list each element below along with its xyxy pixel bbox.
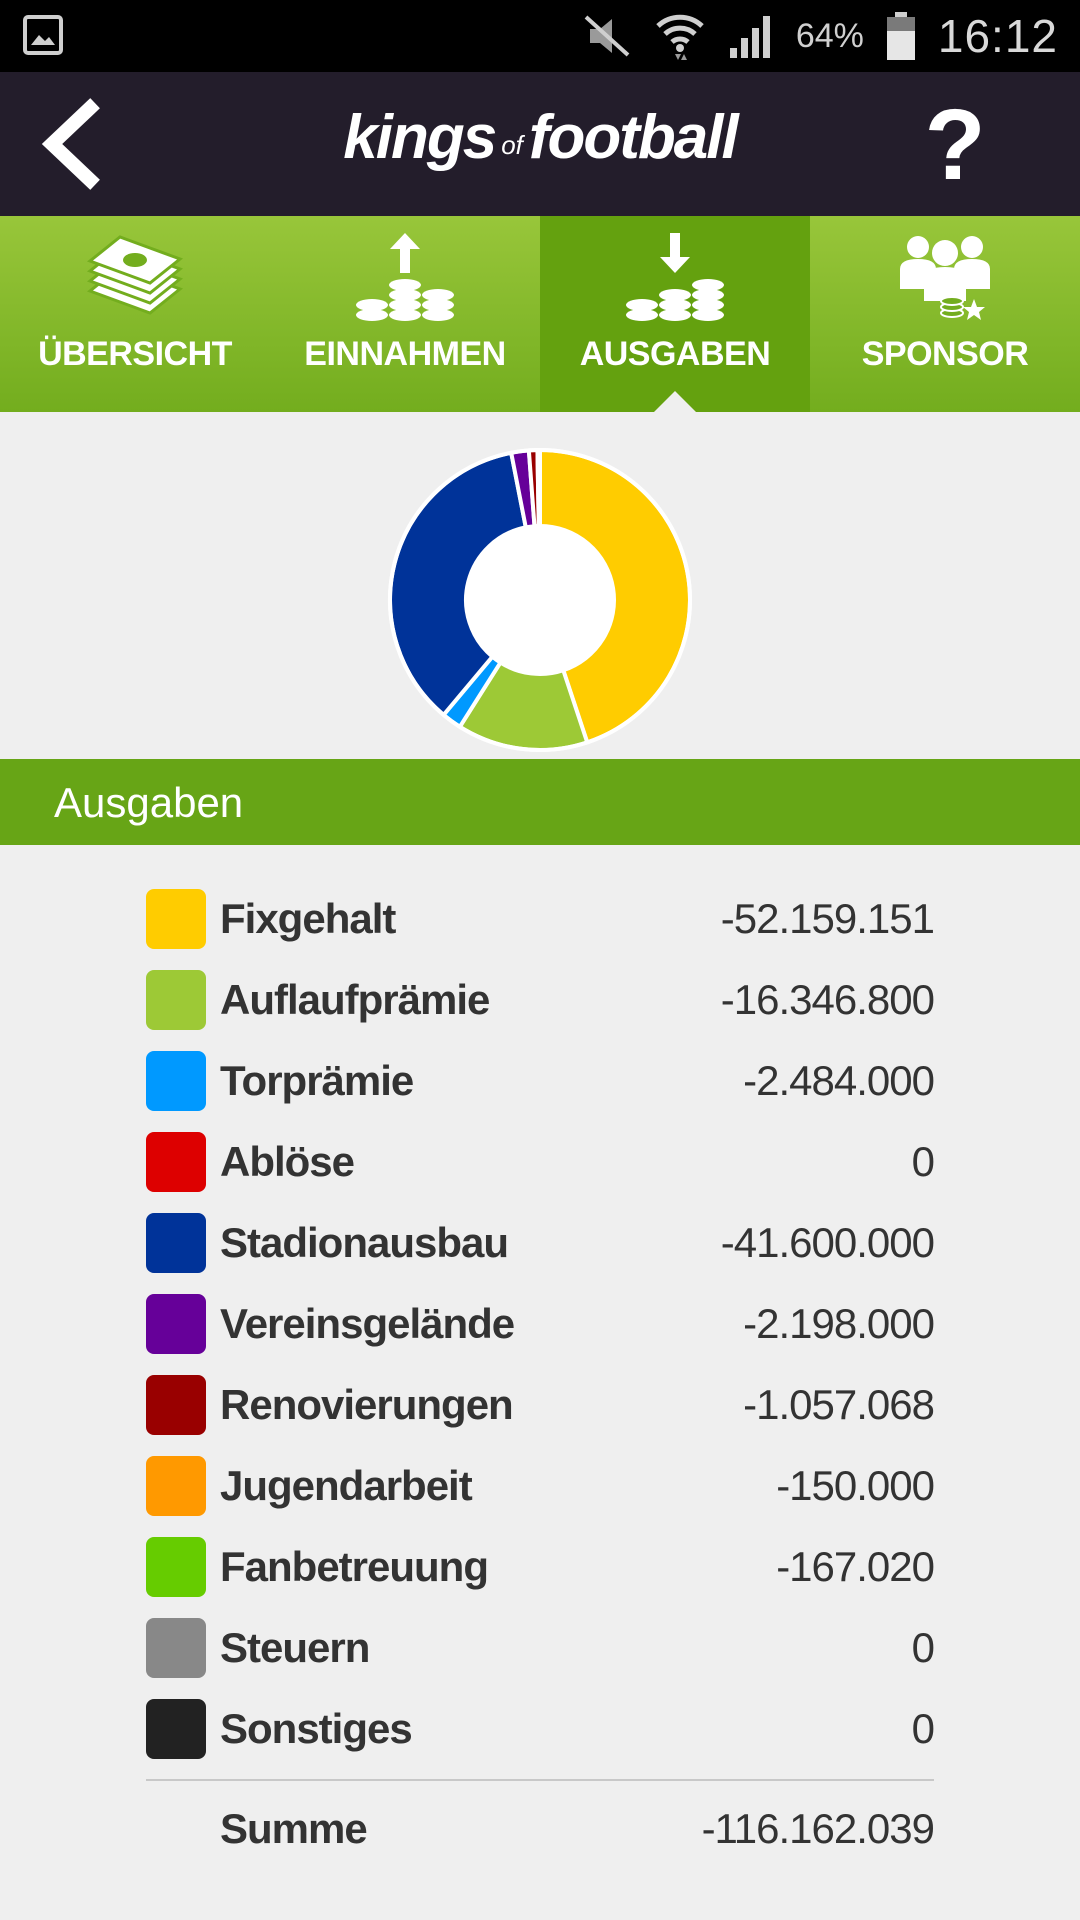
- list-item: Renovierungen -1.057.068: [146, 1369, 935, 1450]
- color-swatch: [146, 1051, 206, 1111]
- sum-label: Summe: [220, 1805, 368, 1852]
- row-label: Vereinsgelände: [220, 1300, 515, 1347]
- money-stack-icon: [86, 235, 184, 315]
- color-swatch: [146, 1294, 206, 1354]
- sponsor-group-icon: [900, 236, 990, 320]
- list-item: Auflaufprämie -16.346.800: [146, 964, 935, 1045]
- tab-label: SPONSOR: [861, 335, 1029, 373]
- list-item: Fanbetreuung -167.020: [146, 1531, 935, 1612]
- logo-kings: kings: [343, 103, 497, 172]
- sum-value: -116.162.039: [701, 1805, 935, 1852]
- coins-down-icon: [626, 233, 724, 321]
- tab-bar: ÜBERSICHT EINNAHMEN AUSGABEN: [0, 216, 1080, 413]
- row-label: Jugendarbeit: [220, 1462, 473, 1509]
- list-item: Jugendarbeit -150.000: [146, 1450, 935, 1531]
- donut-slice-fanbetreuung: [536, 447, 542, 529]
- row-value: -2.198.000: [743, 1300, 935, 1347]
- row-label: Torprämie: [220, 1057, 414, 1104]
- sum-divider: [146, 1779, 934, 1781]
- row-label: Sonstiges: [220, 1705, 413, 1752]
- tab-label: ÜBERSICHT: [38, 335, 232, 373]
- row-value: -167.020: [776, 1543, 935, 1590]
- donut-hole: [464, 524, 616, 676]
- battery-icon: [886, 12, 915, 60]
- signal-icon: [729, 16, 770, 58]
- row-value: -16.346.800: [720, 976, 935, 1023]
- clock: 16:12: [937, 10, 1058, 62]
- row-label: Renovierungen: [220, 1381, 514, 1428]
- logo-football: football: [528, 103, 739, 172]
- battery-percent: 64%: [795, 16, 864, 55]
- color-swatch: [146, 1456, 206, 1516]
- tab-einnahmen[interactable]: EINNAHMEN: [270, 216, 540, 412]
- gallery-icon: [23, 15, 63, 55]
- help-button[interactable]: ?: [924, 89, 986, 201]
- tab-label: AUSGABEN: [579, 335, 771, 373]
- logo-of: of: [501, 130, 523, 160]
- row-label: Fanbetreuung: [220, 1543, 489, 1590]
- row-value: 0: [911, 1705, 935, 1752]
- tab-label: EINNAHMEN: [304, 335, 506, 373]
- list-item: Steuern 0: [146, 1612, 935, 1693]
- row-value: 0: [911, 1138, 935, 1185]
- color-swatch: [146, 1618, 206, 1678]
- expense-list: Fixgehalt -52.159.151 Auflaufprämie -16.34…: [146, 883, 935, 1774]
- color-swatch: [146, 970, 206, 1030]
- status-bar: 64% 16:12: [0, 0, 1080, 72]
- row-label: Fixgehalt: [220, 895, 396, 942]
- coins-up-icon: [356, 233, 454, 321]
- list-item: Stadionausbau -41.600.000: [146, 1207, 935, 1288]
- color-swatch: [146, 1699, 206, 1759]
- row-value: -2.484.000: [743, 1057, 935, 1104]
- row-value: -1.057.068: [743, 1381, 935, 1428]
- wifi-icon: [656, 14, 704, 60]
- color-swatch: [146, 1213, 206, 1273]
- row-value: 0: [911, 1624, 935, 1671]
- row-label: Steuern: [220, 1624, 370, 1671]
- color-swatch: [146, 889, 206, 949]
- donut-outer-ring: [388, 448, 692, 752]
- row-value: -150.000: [776, 1462, 935, 1509]
- app-header: kings offootball ?: [0, 72, 1080, 216]
- back-arrow-icon[interactable]: [36, 98, 108, 190]
- section-title: Ausgaben: [54, 779, 244, 826]
- color-swatch: [146, 1537, 206, 1597]
- row-label: Stadionausbau: [220, 1219, 509, 1266]
- list-item: Fixgehalt -52.159.151: [146, 883, 935, 964]
- color-swatch: [146, 1375, 206, 1435]
- color-swatch: [146, 1132, 206, 1192]
- app-logo: kings offootball: [0, 102, 1080, 173]
- tab-sponsor[interactable]: SPONSOR: [810, 216, 1080, 412]
- row-label: Ablöse: [220, 1138, 355, 1185]
- list-item: Ablöse 0: [146, 1126, 935, 1207]
- mute-icon: [584, 15, 630, 57]
- list-item: Torprämie -2.484.000: [146, 1045, 935, 1126]
- row-value: -41.600.000: [720, 1219, 935, 1266]
- list-item: Vereinsgelände -2.198.000: [146, 1288, 935, 1369]
- list-item: Sonstiges 0: [146, 1693, 935, 1774]
- expenses-donut-chart: [388, 447, 692, 752]
- row-label: Auflaufprämie: [220, 976, 490, 1023]
- section-header: Ausgaben: [0, 759, 1080, 845]
- tab-ausgaben[interactable]: AUSGABEN: [540, 216, 810, 413]
- tab-uebersicht[interactable]: ÜBERSICHT: [0, 216, 270, 412]
- row-value: -52.159.151: [720, 895, 935, 942]
